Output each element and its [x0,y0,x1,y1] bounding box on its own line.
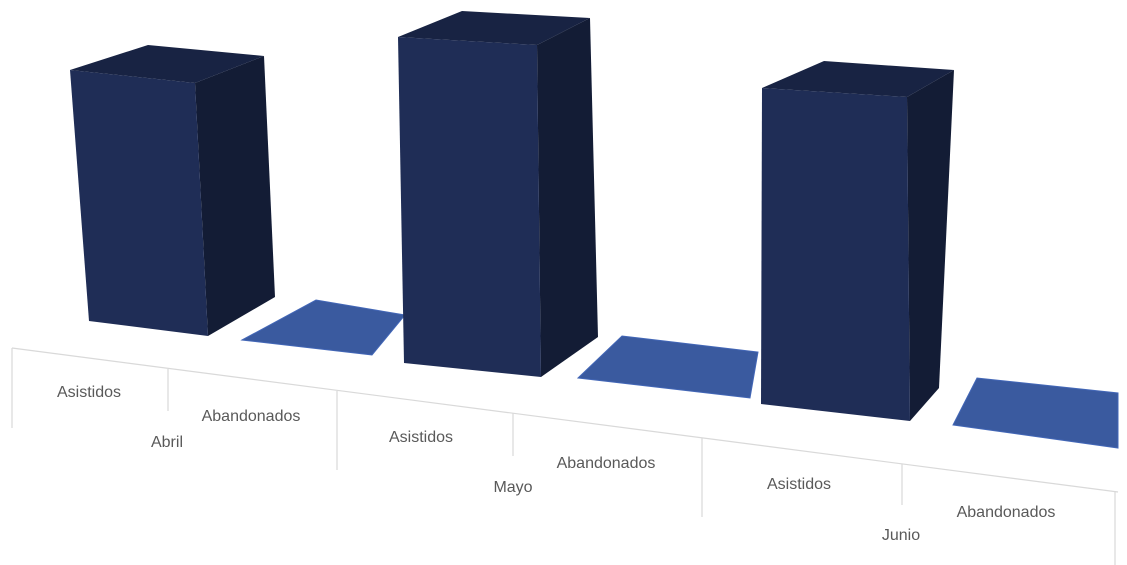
tick-label: Asistidos [389,429,453,446]
bar-flat-face [240,299,406,356]
category-axis: Asistidos Abandonados Asistidos Abandona… [11,347,1119,565]
tick-label: Asistidos [57,384,121,401]
chart-bars [70,11,1119,449]
tick-label: Abandonados [957,504,1056,521]
bar-asistidos-mayo [398,11,598,377]
group-label: Junio [882,527,920,544]
bar-abandonados-abril [240,299,406,356]
bar-side-face [537,18,598,377]
bar-flat-face [576,335,759,399]
tick-label: Asistidos [767,476,831,493]
tick-label: Abandonados [202,408,301,425]
bar-front-face [70,70,208,336]
bar-top-face [398,11,590,45]
bar-top-face [762,61,954,97]
bar-side-face [195,56,275,336]
bar-front-face [398,37,541,377]
bar-abandonados-junio [952,377,1119,449]
group-label: Abril [151,434,183,451]
tick-label: Abandonados [557,455,656,472]
bar-top-face [70,45,264,83]
bar-asistidos-abril [70,45,275,336]
group-label: Mayo [493,479,532,496]
bar-abandonados-mayo [576,335,759,399]
bar-flat-face [952,377,1119,449]
bar-asistidos-junio [761,61,954,421]
axis-baseline [11,347,1119,493]
bar-front-face [761,88,910,421]
bar-side-face [907,70,954,421]
